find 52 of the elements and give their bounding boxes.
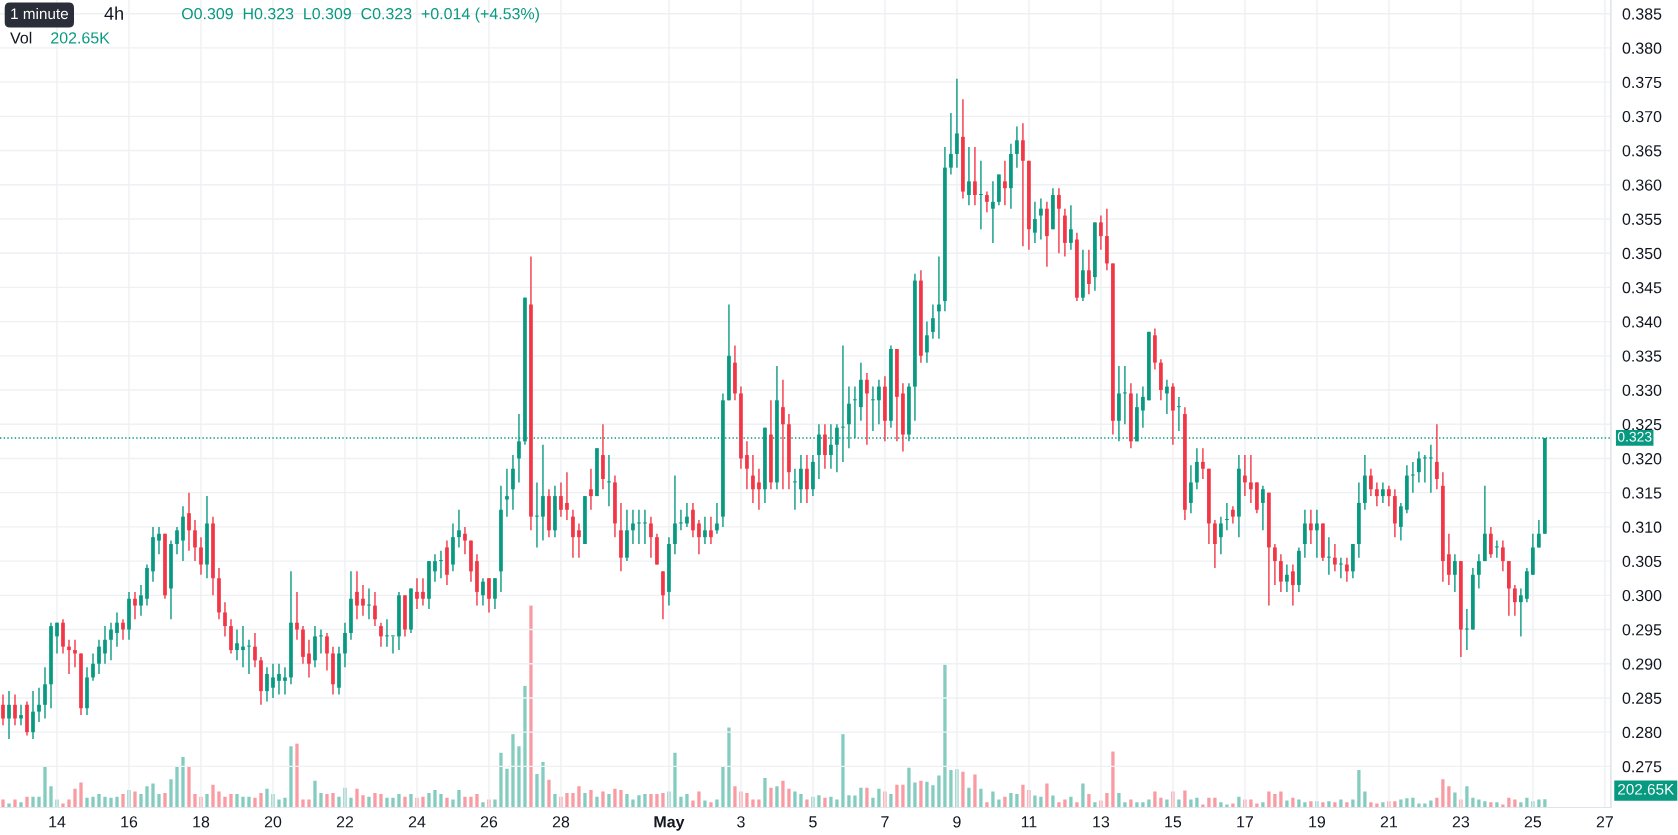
x-tick-label: 17 <box>1237 816 1253 828</box>
annotation: 202.65K <box>51 32 110 44</box>
y-tick-label: 0.375 <box>1622 76 1662 89</box>
y-tick-label: 0.385 <box>1622 8 1662 20</box>
y-tick-label: 0.310 <box>1622 521 1662 533</box>
x-tick-label: 27 <box>1596 816 1613 828</box>
y-tick-label: 0.370 <box>1622 110 1662 123</box>
y-tick-label: 0.320 <box>1622 453 1662 465</box>
x-tick-label: 13 <box>1093 816 1110 828</box>
x-tick-label: 14 <box>49 816 66 828</box>
y-tick-label: 0.305 <box>1622 555 1662 568</box>
y-tick-label: 0.335 <box>1622 350 1662 362</box>
y-tick-label: 0.300 <box>1622 589 1662 602</box>
y-tick-label: 0.275 <box>1622 761 1662 773</box>
x-tick-label: 24 <box>408 816 426 828</box>
x-tick-label: 3 <box>737 816 745 828</box>
x-tick-label: 19 <box>1309 816 1326 828</box>
x-tick-label: 11 <box>1021 816 1037 828</box>
x-tick-label: 23 <box>1452 816 1470 828</box>
y-tick-label: 0.290 <box>1622 658 1662 670</box>
text: 202.65K <box>1618 783 1675 795</box>
x-tick-label: 22 <box>336 816 354 828</box>
y-tick-label: 0.340 <box>1622 316 1662 328</box>
x-tick-label: 21 <box>1380 816 1397 828</box>
y-tick-label: 0.355 <box>1622 213 1662 225</box>
y-tick-label: 0.380 <box>1622 42 1662 54</box>
y-tick-label: 0.350 <box>1622 247 1662 260</box>
y-tick-label: 0.330 <box>1622 384 1662 396</box>
y-tick-label: 0.285 <box>1622 692 1662 704</box>
x-tick-label: 18 <box>193 816 210 828</box>
x-tick-label: 9 <box>953 816 961 828</box>
annotation: O0.309 H0.323 L0.309 C0.323 +0.014 (+4.53%) <box>181 7 539 23</box>
y-tick-label: 0.360 <box>1622 179 1662 191</box>
x-tick-label: 16 <box>121 816 138 828</box>
x-tick-label: 7 <box>881 816 889 828</box>
x-tick-label: 5 <box>809 816 817 828</box>
ref-line-label: 0.323 <box>1617 431 1652 442</box>
x-tick-label: 15 <box>1165 816 1182 828</box>
annotation: Vol <box>10 31 32 44</box>
x-tick-label: 26 <box>480 816 498 828</box>
y-tick-label: 0.295 <box>1622 624 1662 636</box>
x-tick-label: 20 <box>264 816 282 828</box>
y-tick-label: 0.365 <box>1622 145 1662 157</box>
y-tick-label: 0.315 <box>1622 487 1662 499</box>
x-tick-label: 28 <box>552 816 570 828</box>
annotation: 1 minute <box>11 7 68 20</box>
y-tick-label: 0.345 <box>1622 282 1662 294</box>
y-tick-label: 0.280 <box>1622 726 1662 739</box>
chart-title: 4h <box>104 6 123 20</box>
x-tick-label: 25 <box>1524 816 1542 828</box>
y-tick-label: 0.325 <box>1622 418 1662 431</box>
x-tick-label: May <box>654 816 685 831</box>
